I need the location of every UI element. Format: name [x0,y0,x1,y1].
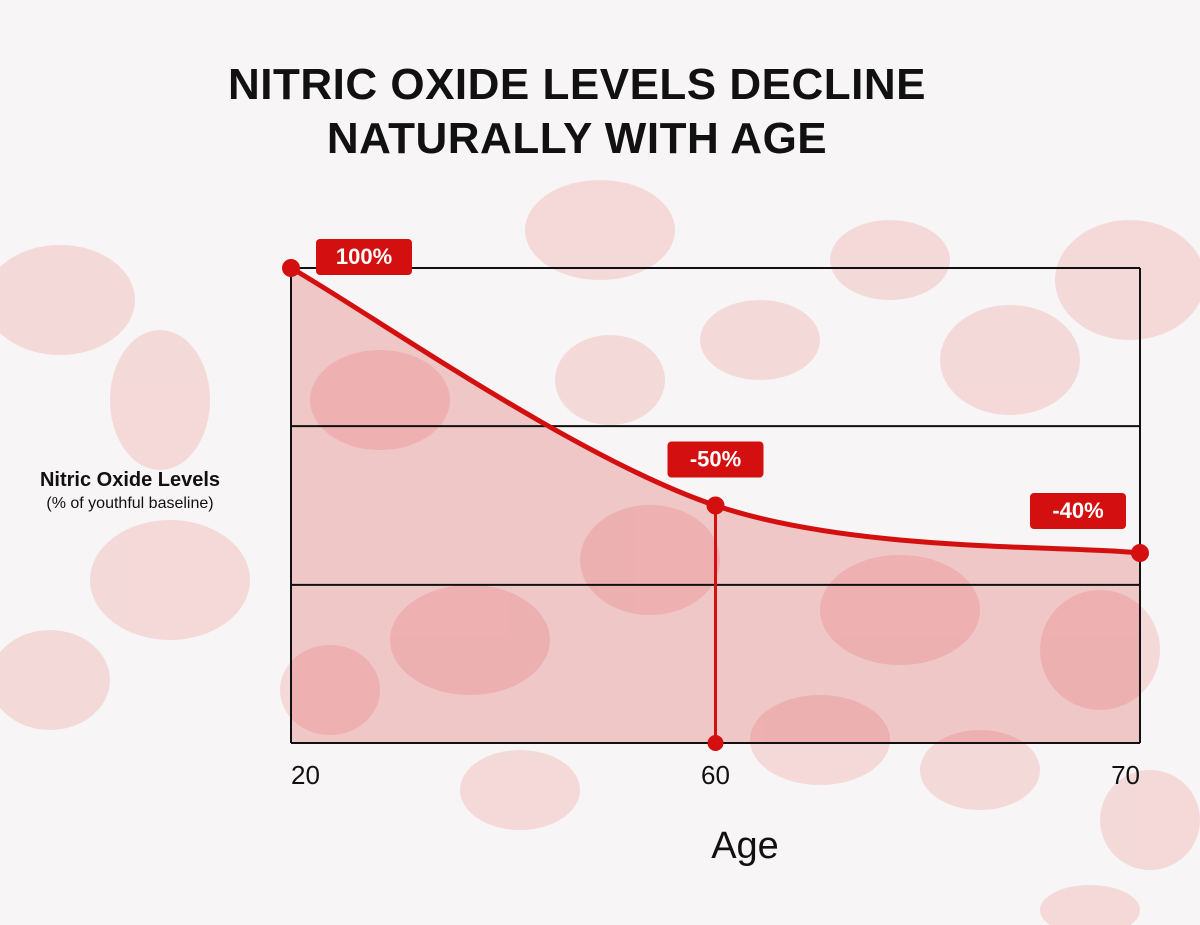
point [282,259,300,277]
annotation-box [316,239,412,275]
chart-title: NITRIC OXIDE LEVELS DECLINE NATURALLY WI… [227,60,926,163]
annotation-box [667,441,764,478]
y-axis-note: (% of youthful baseline) [46,495,214,512]
x-axis-label: Age [711,825,779,867]
x-tick-label: 20 [291,760,320,790]
background-cells [0,180,1200,925]
y-axis-label: Nitric Oxide Levels [39,469,221,491]
drop-dot [707,735,724,751]
point [1131,544,1149,562]
x-tick-label: 70 [1111,760,1140,790]
annotation: -40% [1052,498,1103,523]
x-tick-label: 60 [701,760,730,790]
annotation: 100% [336,244,392,269]
annotation: -50% [690,446,741,471]
point [706,496,725,515]
annotation-box [1030,493,1126,529]
